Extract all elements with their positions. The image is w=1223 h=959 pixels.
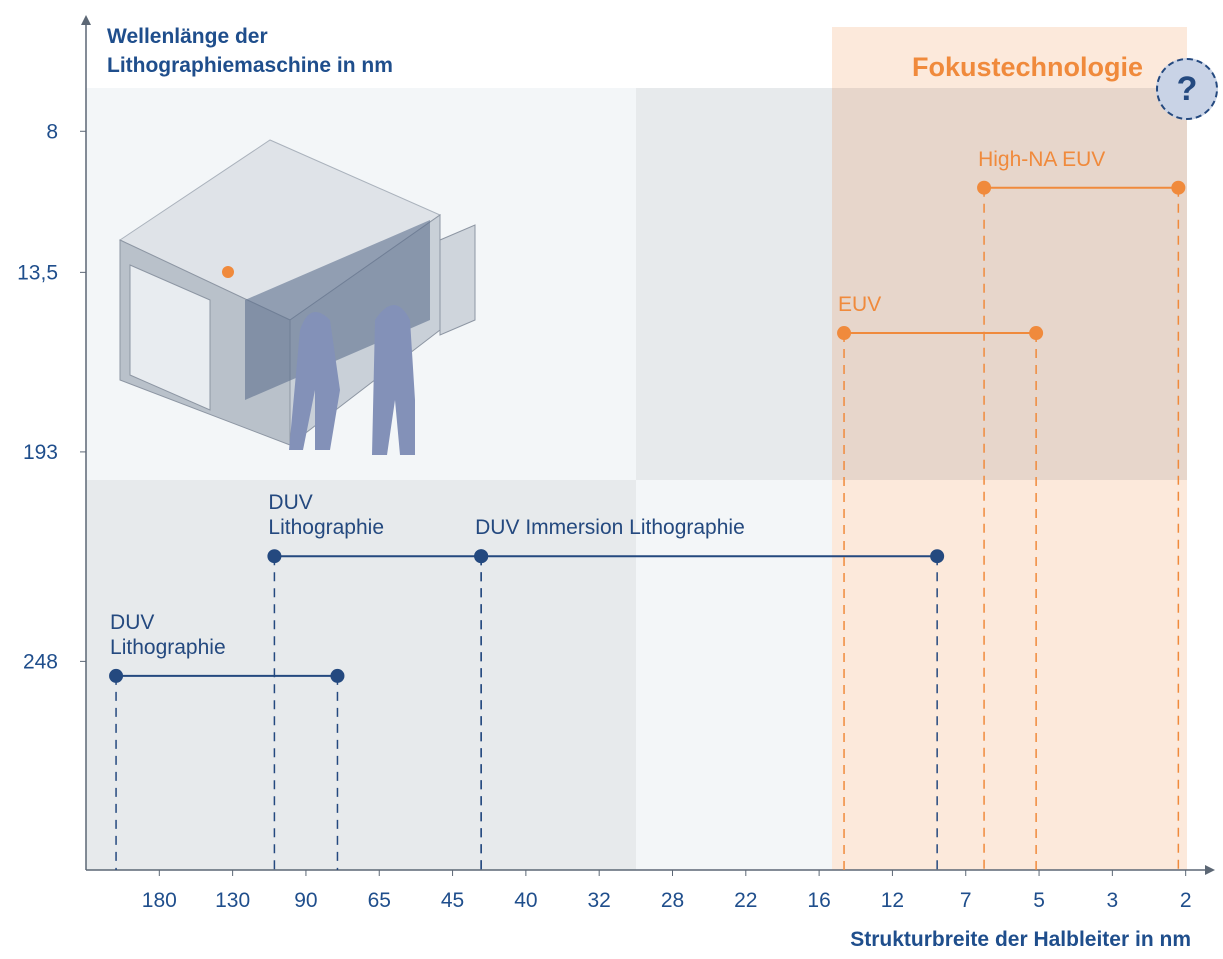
range-start	[474, 549, 489, 564]
range-label: High-NA EUV	[978, 147, 1106, 171]
focus-label: Fokustechnologie	[911, 52, 1143, 82]
range-label: DUV Lithographie	[268, 491, 384, 540]
x-tick-label: 130	[215, 889, 250, 912]
y-axis-arrow	[81, 15, 91, 25]
y-tick-label: 193	[23, 441, 58, 464]
zone	[636, 480, 832, 870]
range-label: DUV Lithographie	[110, 610, 226, 659]
y-tick-label: 13,5	[17, 261, 58, 284]
range-end	[1029, 326, 1044, 341]
x-tick-label: 3	[1107, 889, 1119, 912]
x-axis-arrow	[1205, 865, 1215, 875]
x-tick-label: 45	[441, 889, 464, 912]
x-tick-label: 12	[881, 889, 904, 912]
range-end	[930, 549, 945, 564]
machine-illustration	[118, 139, 476, 455]
zone	[636, 88, 832, 480]
x-tick-label: 40	[514, 889, 537, 912]
x-tick-label: 2	[1180, 889, 1192, 912]
range-end	[1171, 180, 1186, 195]
x-tick-label: 28	[661, 889, 684, 912]
x-tick-label: 65	[368, 889, 391, 912]
y-tick-label: 248	[23, 650, 58, 673]
range-start	[267, 549, 282, 564]
range-start	[837, 326, 852, 341]
range-label: DUV Immersion Lithographie	[475, 516, 745, 540]
range-end	[330, 668, 345, 683]
range-label: EUV	[838, 293, 882, 317]
x-tick-label: 22	[734, 889, 757, 912]
x-tick-label: 32	[588, 889, 611, 912]
help-icon[interactable]: ?	[1156, 58, 1218, 120]
y-tick-label: 8	[46, 120, 58, 143]
x-tick-label: 16	[807, 889, 830, 912]
y-axis-title: Wellenlänge der Lithographiemaschine in …	[107, 25, 393, 77]
x-axis-title: Strukturbreite der Halbleiter in nm	[850, 928, 1191, 951]
x-tick-label: 7	[960, 889, 972, 912]
range-start	[109, 668, 124, 683]
x-tick-label: 90	[294, 889, 317, 912]
focus-zone	[832, 88, 1187, 480]
x-tick-label: 180	[142, 889, 177, 912]
range-start	[977, 180, 992, 195]
x-tick-label: 5	[1033, 889, 1045, 912]
